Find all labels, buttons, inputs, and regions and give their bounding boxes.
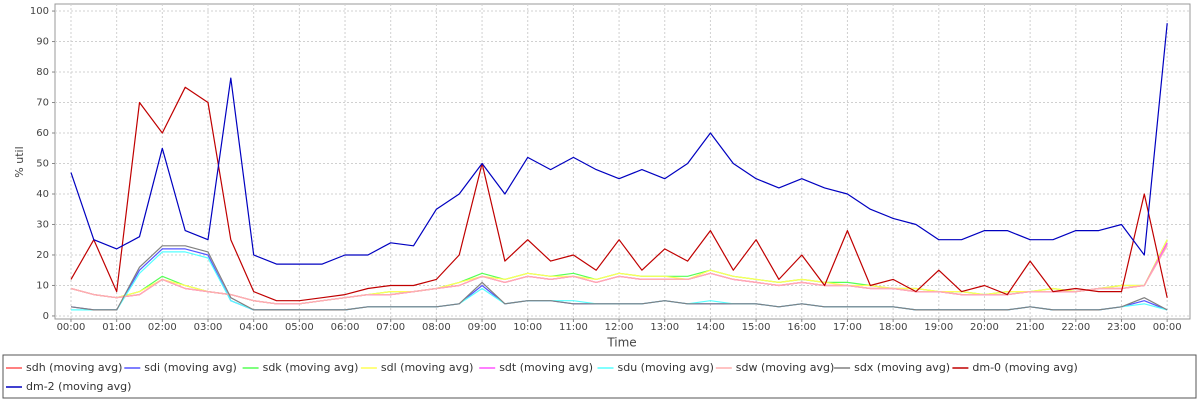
x-tick-label: 09:00 [468, 322, 497, 333]
x-tick-label: 23:00 [1107, 322, 1136, 333]
x-tick-label: 02:00 [148, 322, 177, 333]
y-tick-label: 10 [36, 280, 49, 291]
x-tick-label: 03:00 [194, 322, 223, 333]
y-tick-label: 70 [36, 98, 49, 109]
x-tick-label: 04:00 [239, 322, 268, 333]
legend-label: sdh (moving avg) [26, 361, 122, 374]
x-tick-label: 15:00 [742, 322, 771, 333]
x-axis-label: Time [606, 336, 636, 350]
legend-label: sdw (moving avg) [736, 361, 834, 374]
y-tick-label: 50 [36, 159, 49, 170]
legend-label: sdu (moving avg) [618, 361, 714, 374]
legend-label: dm-0 (moving avg) [972, 361, 1077, 374]
x-tick-label: 01:00 [102, 322, 131, 333]
x-tick-label: 12:00 [605, 322, 634, 333]
y-tick-label: 40 [36, 189, 49, 200]
legend-label: sdx (moving avg) [854, 361, 950, 374]
x-tick-label: 13:00 [650, 322, 679, 333]
y-tick-label: 0 [43, 311, 49, 322]
series-line [70, 245, 1168, 311]
series-line [70, 86, 1168, 302]
x-tick-label: 19:00 [924, 322, 953, 333]
x-tick-label: 16:00 [787, 322, 816, 333]
legend-label: dm-2 (moving avg) [26, 380, 131, 393]
x-tick-label: 05:00 [285, 322, 314, 333]
x-tick-label: 10:00 [513, 322, 542, 333]
y-tick-label: 60 [36, 128, 49, 139]
y-tick-label: 80 [36, 67, 49, 78]
y-tick-label: 100 [30, 6, 49, 17]
x-tick-label: 06:00 [331, 322, 360, 333]
x-tick-label: 07:00 [376, 322, 405, 333]
x-tick-label: 18:00 [879, 322, 908, 333]
x-tick-label: 11:00 [559, 322, 588, 333]
legend [2, 354, 1197, 399]
x-tick-label: 08:00 [422, 322, 451, 333]
y-tick-label: 90 [36, 37, 49, 48]
y-tick-label: 20 [36, 250, 49, 261]
y-tick-label: 30 [36, 219, 49, 230]
legend-label: sdk (moving avg) [263, 361, 359, 374]
x-tick-label: 20:00 [970, 322, 999, 333]
x-tick-label: 17:00 [833, 322, 862, 333]
legend-label: sdt (moving avg) [499, 361, 593, 374]
legend-label: sdi (moving avg) [144, 361, 237, 374]
x-tick-label: 00:00 [57, 322, 86, 333]
x-tick-label: 14:00 [696, 322, 725, 333]
x-tick-label: 22:00 [1061, 322, 1090, 333]
series-line [70, 23, 1168, 265]
plot-area [54, 3, 1191, 320]
series-line [70, 245, 1168, 305]
x-tick-label: 21:00 [1016, 322, 1045, 333]
y-axis-label: % util [13, 146, 26, 177]
x-tick-label: 00:00 [1153, 322, 1182, 333]
legend-label: sdl (moving avg) [381, 361, 474, 374]
